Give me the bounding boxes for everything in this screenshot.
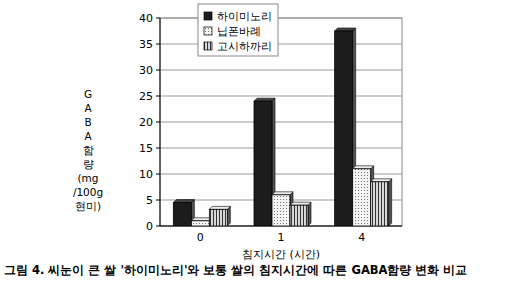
tick-mark xyxy=(156,174,160,175)
y-tick-label: 35 xyxy=(139,38,153,51)
bar-top xyxy=(272,192,293,195)
y-tick-label: 20 xyxy=(139,116,153,129)
y-tick-label: 0 xyxy=(146,220,153,233)
y-tick-label: 25 xyxy=(139,90,153,103)
legend-box xyxy=(198,4,278,56)
y-label-part: 량 xyxy=(83,158,94,170)
tick-mark xyxy=(156,226,160,227)
chart: 0510152025303540014침지시간 (시간)GABA함량(mg/10… xyxy=(0,0,510,297)
bar xyxy=(173,203,191,226)
tick-mark xyxy=(156,200,160,201)
bar-side xyxy=(389,179,392,226)
legend-label: 닙폰바례 xyxy=(217,25,261,38)
tick-mark xyxy=(156,148,160,149)
y-axis xyxy=(160,18,161,226)
legend-label: 고시하까리 xyxy=(217,40,272,53)
x-tick-label: 0 xyxy=(197,231,204,244)
tick-mark xyxy=(156,18,160,19)
y-tick-label: 10 xyxy=(139,168,153,181)
grid-line xyxy=(160,70,402,71)
tick-mark xyxy=(156,122,160,123)
legend-swatch xyxy=(204,42,212,50)
y-tick-label: 30 xyxy=(139,64,153,77)
grid-line xyxy=(160,122,402,123)
plot-frame xyxy=(160,18,402,226)
legend: 하이미노리닙폰바례고시하까리 xyxy=(198,4,278,56)
tick-mark xyxy=(156,70,160,71)
bar-top xyxy=(335,28,356,31)
grid-line xyxy=(160,18,402,19)
y-label-part: A xyxy=(84,130,92,142)
bar-top xyxy=(371,179,392,182)
x-tick-label: 1 xyxy=(278,231,285,244)
grid-line xyxy=(160,96,402,97)
bar-top xyxy=(209,206,230,209)
legend-label: 하이미노리 xyxy=(217,10,272,23)
bar-top xyxy=(353,166,374,169)
bar-side xyxy=(308,202,311,226)
y-tick-label: 5 xyxy=(146,194,153,207)
y-label-part: 현미) xyxy=(75,200,101,212)
bar-top xyxy=(254,98,275,101)
y-label-part: /100g xyxy=(73,186,103,198)
bar xyxy=(290,205,308,226)
grid-line xyxy=(160,44,402,45)
bar xyxy=(371,182,389,226)
bar xyxy=(209,209,227,226)
y-axis-label: GABA함량(mg/100g현미) xyxy=(73,88,103,212)
grid-line xyxy=(160,148,402,149)
tick-mark xyxy=(156,96,160,97)
y-tick-label: 40 xyxy=(139,12,153,25)
legend-swatch xyxy=(204,12,212,20)
bars xyxy=(173,28,391,226)
y-label-part: (mg xyxy=(78,172,99,184)
bar xyxy=(353,169,371,226)
y-label-part: B xyxy=(84,116,91,128)
bar-top xyxy=(290,202,311,205)
x-axis-label: 침지시간 (시간) xyxy=(242,248,320,261)
x-tick-label: 4 xyxy=(358,231,365,244)
tick-mark xyxy=(156,44,160,45)
legend-swatch xyxy=(204,27,212,35)
y-label-part: G xyxy=(84,88,92,100)
y-label-part: 함 xyxy=(83,144,94,156)
y-tick-label: 15 xyxy=(139,142,153,155)
y-label-part: A xyxy=(84,102,92,114)
bar xyxy=(335,31,353,226)
bar xyxy=(272,195,290,226)
bar xyxy=(191,221,209,226)
caption: 그림 4. 씨눈이 큰 쌀 '하이미노리'와 보통 쌀의 침지시간에 따른 GA… xyxy=(4,263,504,278)
bar-top xyxy=(173,200,194,203)
bar xyxy=(254,101,272,226)
